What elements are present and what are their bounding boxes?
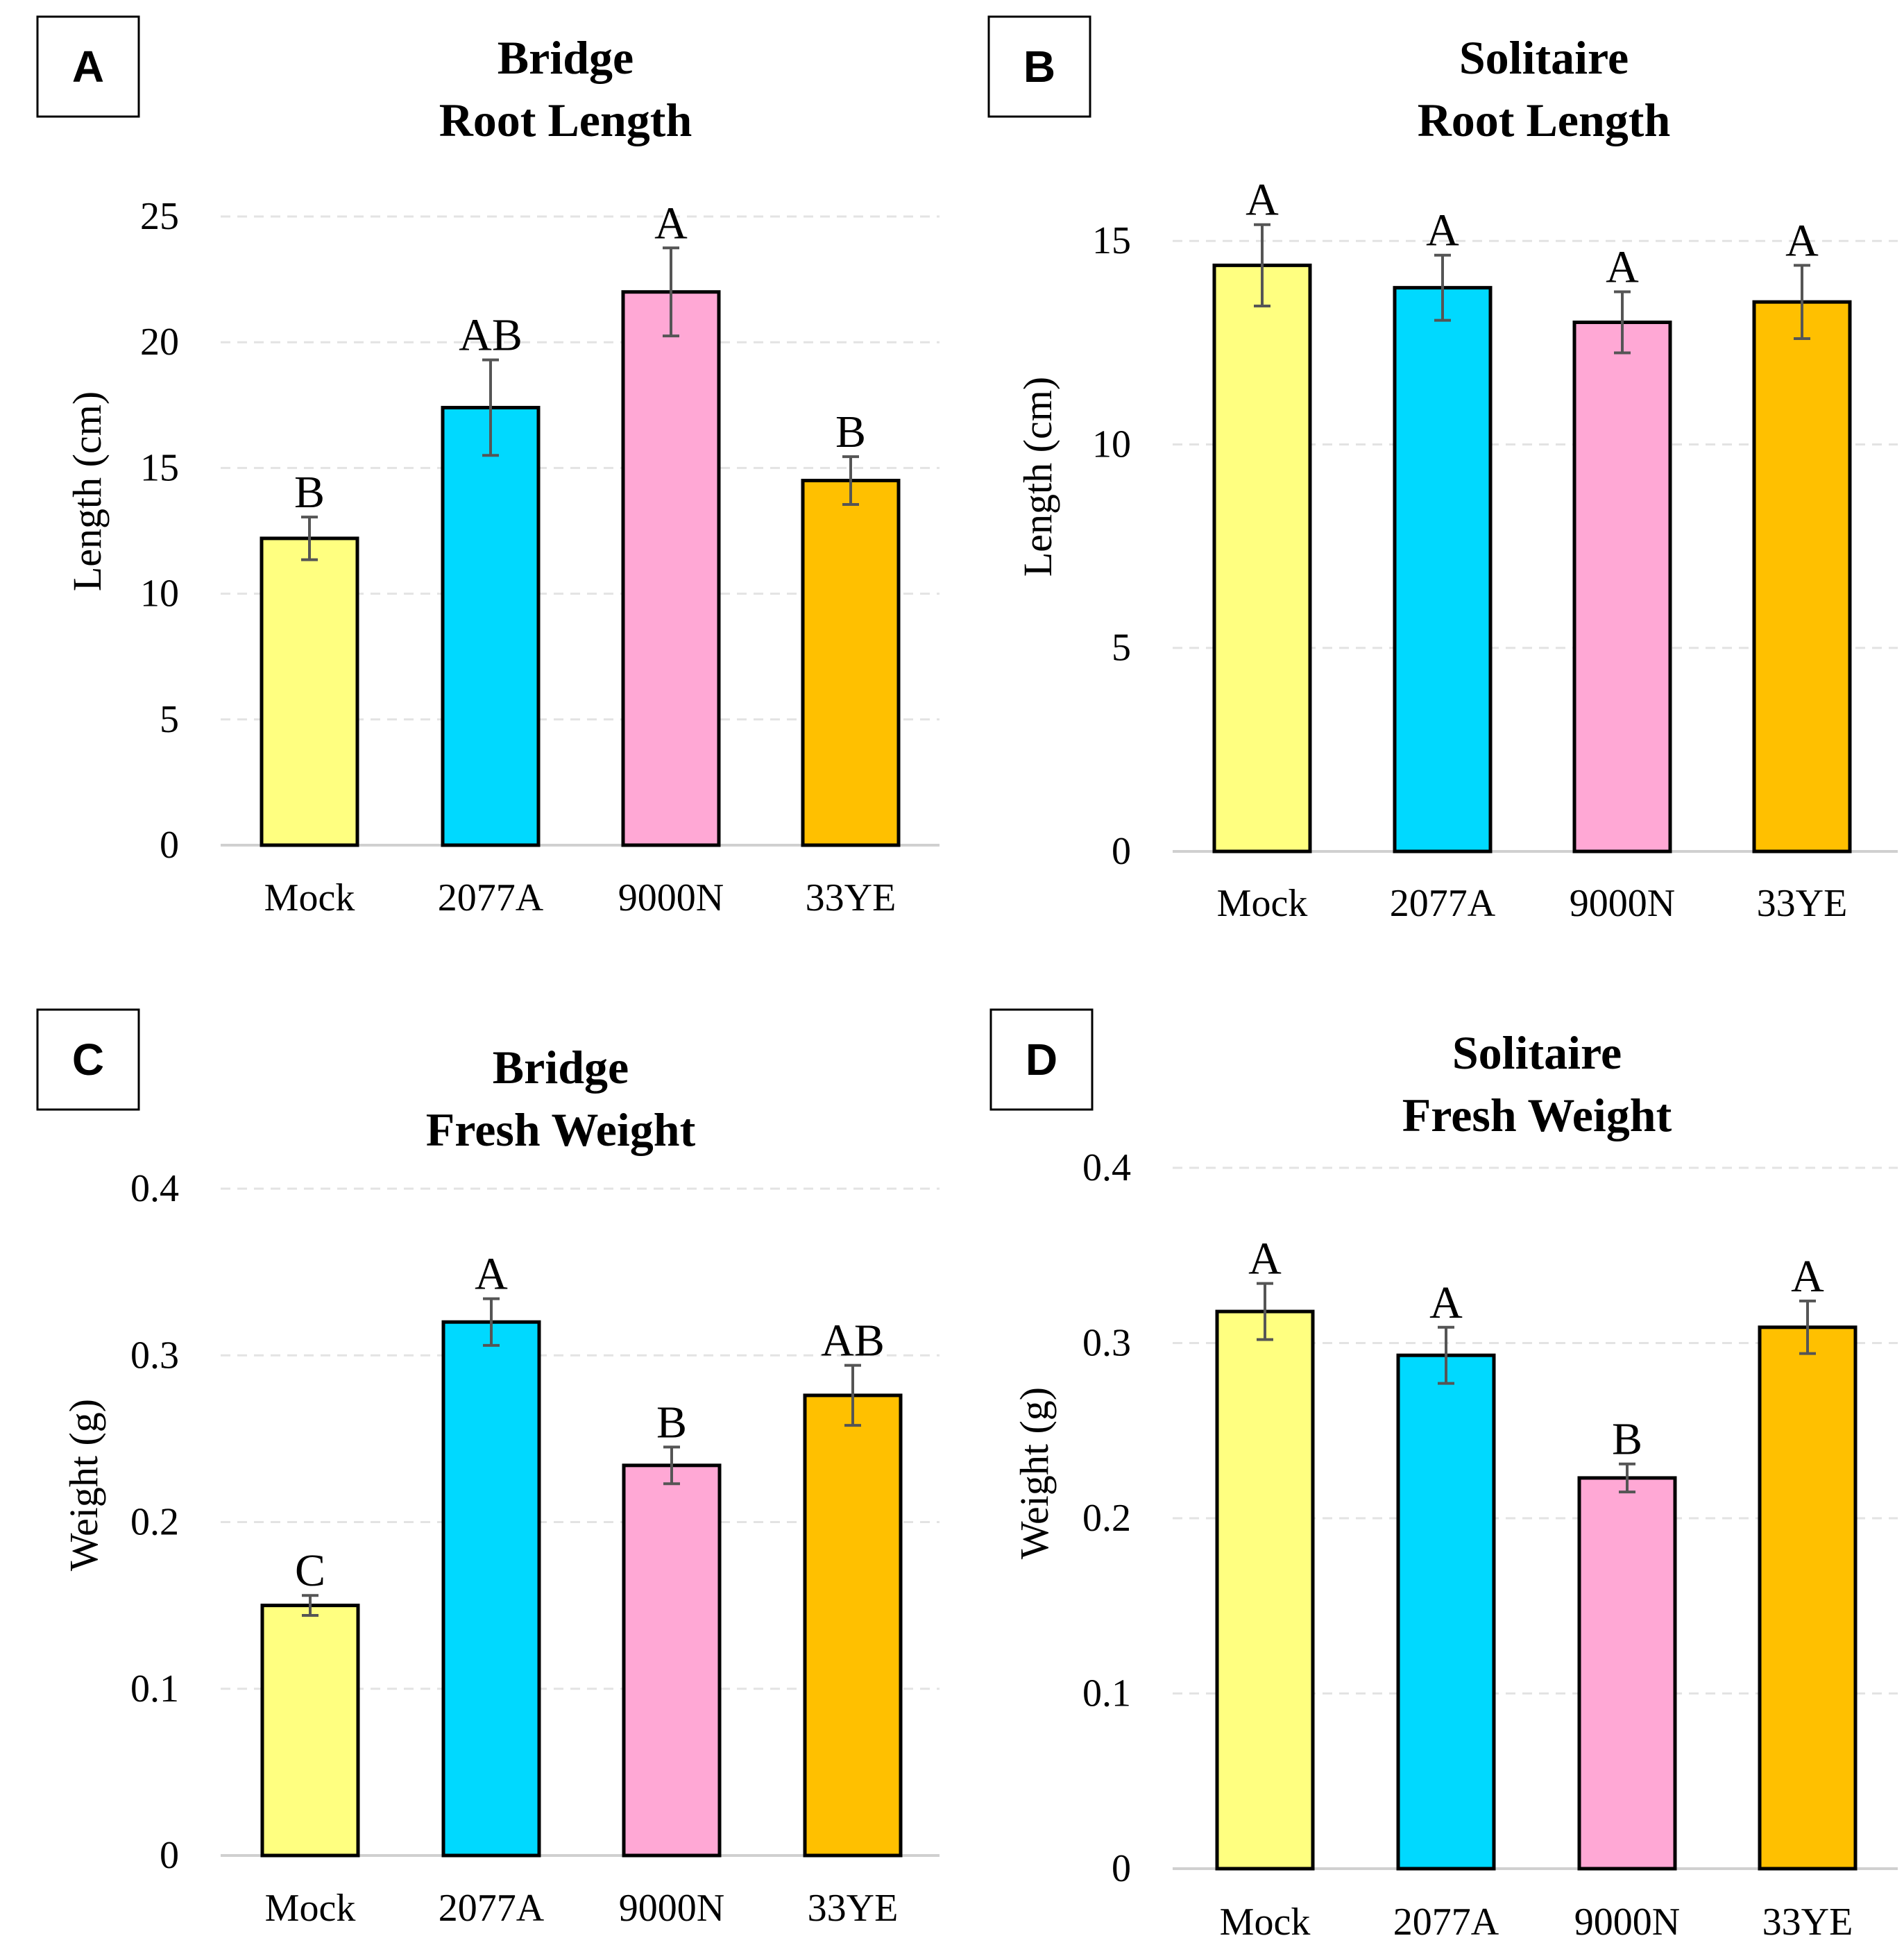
bar-2077a	[1393, 286, 1493, 853]
chart-title-line-2: Fresh Weight	[1402, 1089, 1672, 1141]
x-tick-label: 33YE	[808, 1887, 899, 1930]
y-tick-label: 10	[1092, 423, 1131, 466]
x-tick-label: 2077A	[438, 876, 544, 919]
bar-9000n	[1577, 1476, 1677, 1871]
bar-2077a	[441, 405, 541, 847]
y-axis-label: Length (cm)	[65, 391, 110, 591]
significance-letter: A	[1429, 1277, 1463, 1328]
chart-title-line-2: Root Length	[1418, 94, 1671, 146]
x-tick-label: 33YE	[806, 876, 896, 919]
bar-33ye	[1752, 300, 1852, 853]
significance-letter: A	[654, 198, 688, 248]
bar-33ye	[1758, 1325, 1858, 1871]
y-tick-label: 10	[140, 572, 179, 615]
y-tick-label: 25	[140, 195, 179, 238]
x-tick-label: Mock	[1217, 882, 1308, 925]
x-tick-label: 33YE	[1757, 882, 1848, 925]
bar-2077a	[1396, 1353, 1496, 1871]
bar-33ye	[803, 1393, 903, 1858]
bar-9000n	[1572, 321, 1672, 853]
bar-mock	[1212, 263, 1312, 853]
y-tick-label: 0.1	[1082, 1672, 1131, 1715]
panel-letter: D	[1026, 1035, 1057, 1085]
bar-mock	[1215, 1309, 1315, 1871]
y-tick-label: 20	[140, 321, 179, 364]
significance-letter: AB	[821, 1316, 885, 1366]
panel-c: C Bridge Fresh Weight Weight (g) 0 0.1 0.2…	[36, 1008, 940, 1930]
y-tick-label: 5	[1112, 627, 1131, 670]
panel-label-box	[987, 15, 1091, 118]
x-tick-label: 9000N	[618, 876, 724, 919]
y-tick-label: 0	[1112, 1847, 1131, 1890]
panel-b: B Solitaire Root Length Length (cm) 0 5 10…	[987, 15, 1898, 925]
x-tick-label: Mock	[264, 876, 355, 919]
y-tick-label: 0.4	[1082, 1146, 1131, 1189]
chart-title-line-1: Bridge	[498, 31, 634, 84]
y-tick-label: 0	[160, 1834, 179, 1877]
chart-title-line-1: Bridge	[493, 1041, 629, 1094]
panel-a: A Bridge Root Length Length (cm) 0 5 10 15 2…	[36, 15, 940, 919]
panel-label-box	[36, 15, 140, 118]
panel-letter: C	[72, 1035, 104, 1085]
y-tick-label: 0.3	[130, 1334, 179, 1377]
panel-letter: A	[72, 42, 104, 92]
y-tick-label: 0.1	[130, 1667, 179, 1710]
significance-letter: A	[1426, 205, 1459, 256]
y-tick-label: 0.3	[1082, 1322, 1131, 1365]
significance-letter: B	[1612, 1414, 1642, 1465]
panel-label-box	[989, 1008, 1094, 1111]
y-tick-label: 5	[160, 698, 179, 741]
x-tick-label: Mock	[1220, 1901, 1311, 1944]
x-tick-label: 2077A	[1390, 882, 1496, 925]
y-tick-label: 15	[1092, 219, 1131, 262]
significance-letter: A	[475, 1249, 508, 1300]
chart-title-line-2: Root Length	[439, 94, 692, 146]
significance-letter: A	[1246, 175, 1279, 226]
x-tick-label: 2077A	[439, 1887, 545, 1930]
x-tick-label: 9000N	[1570, 882, 1675, 925]
y-axis-label: Weight (g)	[61, 1399, 106, 1571]
significance-letter: A	[1248, 1234, 1282, 1284]
panel-letter: B	[1023, 42, 1055, 92]
chart-title-line-1: Solitaire	[1452, 1026, 1622, 1079]
significance-letter: B	[835, 407, 866, 457]
x-tick-label: 2077A	[1393, 1901, 1499, 1944]
y-tick-label: 0	[1112, 830, 1131, 873]
bar-mock	[260, 1604, 360, 1858]
significance-letter: B	[656, 1397, 687, 1447]
x-tick-label: 33YE	[1762, 1901, 1853, 1944]
y-axis-label: Weight (g)	[1012, 1387, 1057, 1559]
significance-letter: C	[295, 1545, 325, 1596]
panel-label-box	[36, 1008, 140, 1111]
chart-title-line-1: Solitaire	[1459, 31, 1629, 84]
x-tick-label: 9000N	[1574, 1901, 1680, 1944]
significance-letter: A	[1785, 215, 1819, 266]
significance-letter: AB	[459, 310, 522, 361]
significance-letter: A	[1606, 242, 1639, 293]
significance-letter: A	[1791, 1251, 1824, 1302]
chart-title-line-2: Fresh Weight	[426, 1103, 696, 1156]
x-tick-label: 9000N	[619, 1887, 724, 1930]
y-tick-label: 0.2	[1082, 1497, 1131, 1540]
bar-2077a	[441, 1320, 541, 1858]
significance-letter: B	[294, 467, 325, 518]
x-tick-label: Mock	[265, 1887, 356, 1930]
panel-d: D Solitaire Fresh Weight Weight (g) 0 0.1…	[989, 1008, 1898, 1944]
bar-9000n	[622, 1463, 722, 1858]
bar-9000n	[621, 290, 721, 847]
y-tick-label: 0.2	[130, 1501, 179, 1544]
bar-mock	[260, 536, 359, 847]
y-axis-label: Length (cm)	[1015, 377, 1060, 577]
y-tick-label: 15	[140, 446, 179, 489]
y-tick-label: 0	[160, 824, 179, 867]
y-tick-label: 0.4	[130, 1167, 179, 1210]
bar-33ye	[801, 479, 901, 847]
